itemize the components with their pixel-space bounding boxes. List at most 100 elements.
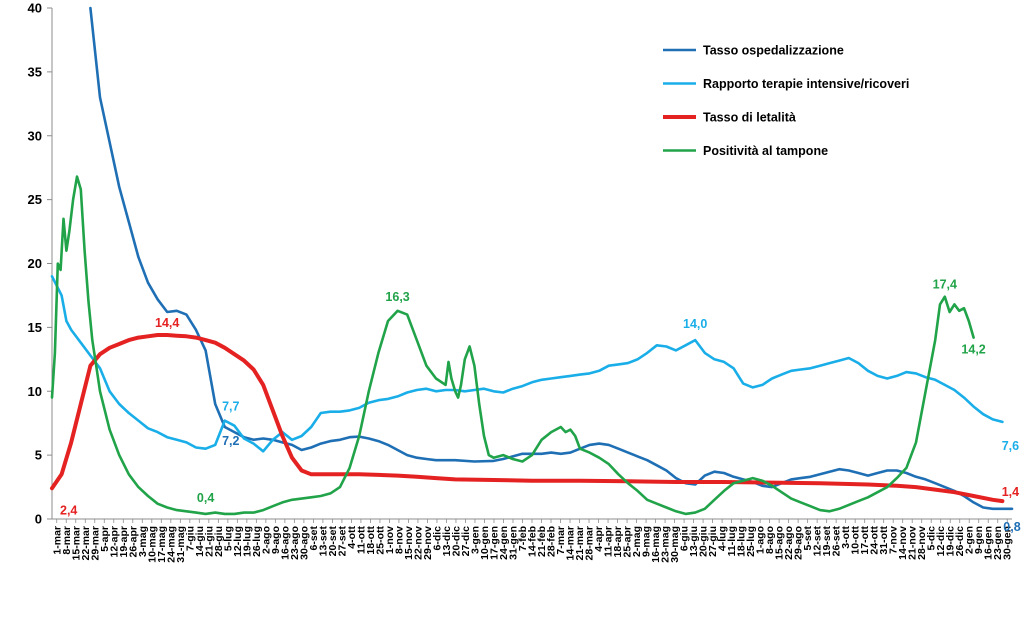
x-tick-label: 17-gen xyxy=(488,526,500,560)
series-line-4 xyxy=(50,175,975,516)
x-tick-label: 7-giu xyxy=(184,526,196,551)
x-tick-label: 6-dic xyxy=(431,526,443,551)
x-tick-label: 20-set xyxy=(327,526,339,557)
data-label: 14,0 xyxy=(683,317,707,331)
y-tick-label: 20 xyxy=(28,256,42,271)
data-label: 2,4 xyxy=(60,503,77,517)
x-tick-label: 29-mar xyxy=(89,526,101,560)
x-tick-label: 5-lug xyxy=(222,526,234,551)
x-tick-label: 27-dic xyxy=(460,526,472,557)
series-line-3 xyxy=(50,333,1005,504)
x-tick-label: 8-ago xyxy=(764,526,776,554)
x-tick-label: 9-ago xyxy=(270,526,282,554)
x-tick-label: 19-apr xyxy=(118,526,130,558)
x-tick-label: 22-nov xyxy=(412,526,424,560)
legend-label: Tasso ospedalizzazione xyxy=(703,44,844,58)
series-layer xyxy=(50,6,1014,516)
x-tick-label: 4-lug xyxy=(717,526,729,551)
data-label: 7,2 xyxy=(222,434,239,448)
x-tick-label: 23-mag xyxy=(660,526,672,563)
data-label: 16,3 xyxy=(385,290,409,304)
x-tick-label: 1-nov xyxy=(384,526,396,554)
x-tick-label: 21-giu xyxy=(203,526,215,557)
x-tick-label: 14-feb xyxy=(527,526,539,557)
x-tick-label: 3-mag xyxy=(137,526,149,557)
x-tick-label: 24-ott xyxy=(869,526,881,555)
x-tick-label: 23-ago xyxy=(289,526,301,560)
x-tick-label: 4-ott xyxy=(346,526,358,549)
x-tick-label: 7-nov xyxy=(888,526,900,554)
x-tick-label: 26-lug xyxy=(251,526,263,557)
x-tick-label: 5-dic xyxy=(926,526,938,551)
x-tick-label: 18-ott xyxy=(365,526,377,555)
x-tick-label: 27-giu xyxy=(707,526,719,557)
x-tick-label: 31-ott xyxy=(878,526,890,555)
x-tick-label: 11-ott xyxy=(355,526,367,555)
x-tick-label: 15-nov xyxy=(403,526,415,560)
x-tick-label: 5-apr xyxy=(99,526,111,552)
y-tick-label: 15 xyxy=(28,320,42,335)
x-tick-label: 31-mag xyxy=(175,526,187,563)
x-tick-label: 19-lug xyxy=(241,526,253,557)
data-label: 1,4 xyxy=(1002,485,1019,499)
legend: Tasso ospedalizzazione Rapporto terapie i… xyxy=(663,44,909,158)
x-tick-label: 10-ott xyxy=(850,526,862,555)
y-tick-label: 35 xyxy=(28,64,42,79)
x-tick-label: 5-set xyxy=(802,526,814,551)
x-tick-label: 14-giu xyxy=(194,526,206,557)
x-tick-label: 21-nov xyxy=(907,526,919,560)
y-tick-label: 40 xyxy=(28,1,42,16)
x-tick-label: 24-mag xyxy=(165,526,177,563)
x-tick-label: 28-giu xyxy=(213,526,225,557)
x-tick-label: 22-mar xyxy=(80,526,92,560)
x-tick-label: 29-nov xyxy=(422,526,434,560)
x-tick-label: 30-ago xyxy=(298,526,310,560)
x-tick-label: 8-mar xyxy=(61,526,73,555)
data-label: 0,4 xyxy=(197,491,214,505)
x-tick-label: 28-mar xyxy=(584,526,596,560)
x-tick-label: 14-mar xyxy=(565,526,577,560)
data-labels: 2,4 14,4 1,4 7,7 7,2 0,4 16,3 14,0 17,4 14,2 7,6 0,… xyxy=(60,278,1021,534)
x-tick-label: 19-set xyxy=(821,526,833,557)
y-tick-label: 10 xyxy=(28,384,42,399)
x-tick-label: 26-set xyxy=(831,526,843,557)
y-tick-label: 0 xyxy=(35,512,42,527)
x-tick-label: 1-mar xyxy=(51,526,63,555)
x-tick-label: 25-lug xyxy=(745,526,757,557)
x-tick-label: 10-gen xyxy=(479,526,491,560)
x-tick-label: 21-mar xyxy=(574,526,586,560)
x-tick-label: 17-mag xyxy=(156,526,168,563)
x-tick-label: 14-nov xyxy=(897,526,909,560)
x-tick-label: 31-gen xyxy=(507,526,519,560)
y-tick-label: 5 xyxy=(35,448,42,463)
x-tick-label: 1-ago xyxy=(755,526,767,554)
x-tick-label: 10-mag xyxy=(146,526,158,563)
x-tick-label: 20-giu xyxy=(698,526,710,557)
data-label: 17,4 xyxy=(933,278,957,292)
x-tick-label: 30-mag xyxy=(669,526,681,563)
x-tick-label: 26-apr xyxy=(127,526,139,558)
x-tick-label: 18-lug xyxy=(736,526,748,557)
x-tick-label: 7-mar xyxy=(555,526,567,555)
data-label: 7,7 xyxy=(222,400,239,414)
x-tick-label: 13-set xyxy=(317,526,329,557)
x-tick-label: 3-gen xyxy=(469,526,481,554)
x-tick-label: 8-nov xyxy=(393,526,405,554)
data-label: 0,8 xyxy=(1003,520,1020,534)
series-line-1 xyxy=(89,6,1014,511)
legend-label: Tasso di letalità xyxy=(703,111,796,125)
x-tick-label: 27-set xyxy=(336,526,348,557)
x-tick-label: 25-apr xyxy=(622,526,634,558)
series-line-2 xyxy=(50,275,1004,453)
legend-label: Positività al tampone xyxy=(703,144,828,158)
y-tick-label: 30 xyxy=(28,128,42,143)
x-tick-label: 16-ago xyxy=(279,526,291,560)
x-tick-label: 18-apr xyxy=(612,526,624,558)
legend-label: Rapporto terapie intensive/ricoveri xyxy=(703,77,909,91)
x-tick-label: 12-set xyxy=(812,526,824,557)
x-tick-label: 11-apr xyxy=(603,526,615,557)
data-label: 14,2 xyxy=(961,343,985,357)
data-label: 7,6 xyxy=(1002,439,1019,453)
x-tick-label: 15-ago xyxy=(774,526,786,560)
